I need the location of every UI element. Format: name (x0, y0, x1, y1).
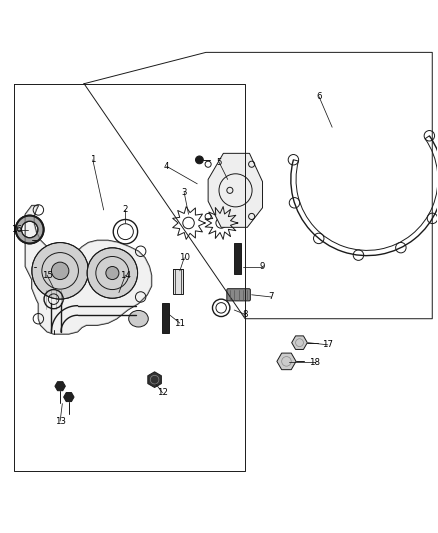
Polygon shape (25, 206, 152, 334)
Circle shape (51, 262, 69, 279)
Wedge shape (16, 215, 44, 244)
Text: 10: 10 (179, 253, 190, 262)
Polygon shape (55, 382, 65, 391)
Text: 13: 13 (55, 416, 66, 425)
Circle shape (32, 243, 88, 299)
Text: 3: 3 (181, 188, 187, 197)
Polygon shape (292, 336, 307, 350)
Text: 1: 1 (90, 156, 95, 164)
Text: 18: 18 (309, 358, 320, 367)
Text: 15: 15 (42, 271, 53, 280)
Bar (162, 303, 169, 333)
Text: 11: 11 (174, 319, 185, 328)
Polygon shape (148, 372, 161, 387)
Polygon shape (277, 353, 296, 370)
Text: 7: 7 (268, 293, 274, 302)
Bar (173, 269, 183, 294)
Circle shape (106, 266, 119, 279)
Text: 8: 8 (242, 310, 248, 319)
Text: 17: 17 (322, 341, 333, 349)
Text: 6: 6 (316, 92, 322, 101)
Ellipse shape (129, 310, 148, 327)
Text: 14: 14 (120, 271, 131, 280)
Circle shape (87, 248, 138, 298)
Text: 9: 9 (260, 262, 265, 271)
Text: 16: 16 (11, 225, 22, 234)
Polygon shape (64, 392, 74, 401)
Bar (234, 243, 241, 274)
Text: 5: 5 (216, 158, 222, 166)
Polygon shape (208, 154, 262, 228)
Text: 4: 4 (164, 162, 170, 171)
Circle shape (195, 156, 203, 164)
Text: 12: 12 (157, 388, 168, 397)
FancyBboxPatch shape (227, 289, 251, 301)
Text: 2: 2 (123, 205, 128, 214)
